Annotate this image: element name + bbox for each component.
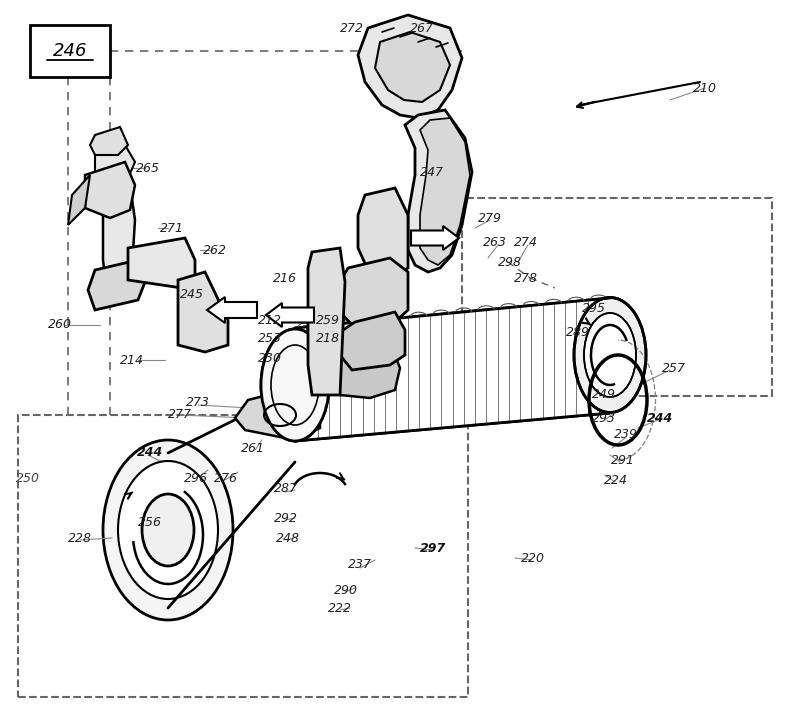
Text: 276: 276 [214, 472, 238, 484]
Text: 237: 237 [348, 558, 372, 571]
Text: 290: 290 [334, 584, 358, 596]
Polygon shape [178, 272, 228, 352]
Polygon shape [95, 145, 135, 185]
Text: 220: 220 [521, 552, 545, 564]
Text: 272: 272 [340, 22, 364, 34]
Polygon shape [420, 118, 470, 265]
Polygon shape [68, 175, 90, 225]
Text: 263: 263 [483, 236, 507, 249]
Polygon shape [358, 188, 408, 275]
Text: 224: 224 [604, 473, 628, 486]
Text: 253: 253 [258, 332, 282, 345]
Text: 257: 257 [662, 361, 686, 374]
Text: 265: 265 [136, 161, 160, 174]
Text: 230: 230 [258, 351, 282, 364]
Polygon shape [330, 348, 400, 398]
Text: 239: 239 [614, 428, 638, 441]
Polygon shape [235, 388, 320, 440]
Text: 287: 287 [274, 481, 298, 494]
Polygon shape [128, 238, 195, 288]
Ellipse shape [118, 461, 218, 599]
Text: 289: 289 [566, 326, 590, 339]
Text: 295: 295 [582, 302, 606, 315]
Text: 262: 262 [203, 244, 227, 257]
Polygon shape [340, 312, 405, 370]
Text: 296: 296 [184, 472, 208, 484]
Polygon shape [85, 162, 135, 218]
Polygon shape [375, 32, 450, 102]
Text: 249: 249 [592, 388, 616, 401]
Text: 277: 277 [168, 409, 192, 422]
Polygon shape [266, 303, 314, 327]
Text: 260: 260 [48, 318, 72, 332]
Text: 244: 244 [647, 411, 673, 425]
Polygon shape [90, 127, 128, 155]
Polygon shape [295, 297, 646, 441]
Bar [18, 415, 468, 697]
Ellipse shape [584, 313, 636, 397]
Polygon shape [88, 260, 145, 310]
Text: 298: 298 [498, 255, 522, 268]
Polygon shape [103, 185, 135, 300]
Polygon shape [207, 297, 257, 323]
Text: 271: 271 [160, 222, 184, 235]
Bar [30, 25, 110, 77]
Polygon shape [340, 258, 408, 328]
Text: 291: 291 [611, 454, 635, 467]
Text: 261: 261 [241, 441, 265, 454]
Text: 250: 250 [16, 472, 40, 484]
Ellipse shape [103, 440, 233, 620]
Text: 218: 218 [316, 332, 340, 345]
Text: 244: 244 [137, 446, 163, 459]
Text: 274: 274 [514, 236, 538, 249]
Text: 278: 278 [514, 271, 538, 284]
Text: 246: 246 [53, 42, 87, 60]
Text: 210: 210 [693, 81, 717, 95]
Text: 222: 222 [328, 601, 352, 614]
Text: 247: 247 [420, 166, 444, 179]
Ellipse shape [271, 345, 319, 425]
Text: 293: 293 [592, 411, 616, 425]
Ellipse shape [574, 297, 646, 412]
Text: 212: 212 [258, 313, 282, 326]
Polygon shape [411, 226, 459, 250]
Text: 273: 273 [186, 395, 210, 409]
Text: 248: 248 [276, 531, 300, 545]
Polygon shape [358, 15, 462, 118]
Ellipse shape [261, 329, 329, 441]
Text: 216: 216 [273, 271, 297, 284]
Bar [462, 198, 772, 396]
Text: 259: 259 [316, 313, 340, 326]
Text: 228: 228 [68, 531, 92, 545]
Polygon shape [308, 248, 345, 395]
Text: 267: 267 [410, 22, 434, 34]
Ellipse shape [261, 329, 329, 441]
Text: 245: 245 [180, 289, 204, 302]
Text: 279: 279 [478, 212, 502, 225]
Text: 256: 256 [138, 515, 162, 529]
Text: 292: 292 [274, 512, 298, 524]
Text: 297: 297 [420, 542, 446, 555]
Polygon shape [405, 110, 472, 272]
Ellipse shape [142, 494, 194, 566]
Text: 214: 214 [120, 353, 144, 366]
